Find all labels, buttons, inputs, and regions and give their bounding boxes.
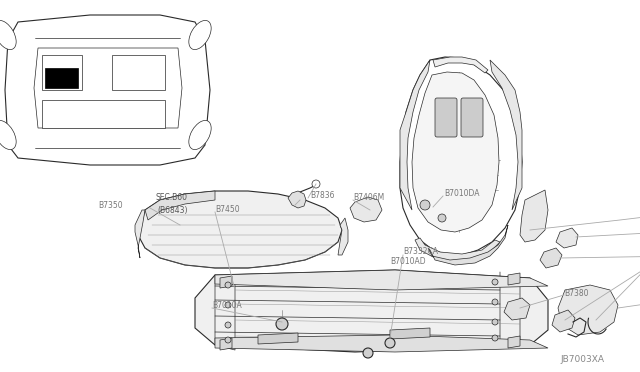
FancyBboxPatch shape [461,98,483,137]
Polygon shape [258,333,298,344]
Circle shape [225,337,231,343]
Polygon shape [220,338,232,350]
Polygon shape [558,285,618,335]
Text: (B6843): (B6843) [157,205,188,215]
Polygon shape [45,68,78,88]
Polygon shape [390,328,430,339]
Polygon shape [552,310,575,332]
Polygon shape [42,55,82,90]
Polygon shape [504,298,530,320]
Polygon shape [34,48,182,128]
Polygon shape [145,191,215,220]
Polygon shape [338,218,348,255]
Polygon shape [540,248,562,268]
Polygon shape [412,72,499,232]
Polygon shape [508,273,520,285]
Polygon shape [288,191,306,208]
Circle shape [225,282,231,288]
Polygon shape [433,57,488,73]
Ellipse shape [189,20,211,49]
Polygon shape [112,55,165,90]
Circle shape [225,302,231,308]
Polygon shape [400,60,430,210]
Polygon shape [215,335,548,352]
Circle shape [492,299,498,305]
Polygon shape [520,190,548,242]
Polygon shape [428,225,508,265]
Ellipse shape [189,121,211,150]
Text: B7332CA: B7332CA [403,247,438,257]
Circle shape [438,214,446,222]
Text: B7010DA: B7010DA [444,189,479,198]
Text: SEC.B60: SEC.B60 [155,193,187,202]
Polygon shape [138,191,342,268]
Circle shape [492,319,498,325]
Polygon shape [556,228,578,248]
Circle shape [312,180,320,188]
Polygon shape [400,57,522,255]
Polygon shape [215,270,548,290]
Circle shape [276,318,288,330]
Text: B7836: B7836 [310,192,335,201]
Polygon shape [135,210,145,258]
Circle shape [363,348,373,358]
Circle shape [492,335,498,341]
Polygon shape [490,60,522,210]
Polygon shape [195,270,548,352]
Circle shape [492,279,498,285]
Polygon shape [350,197,382,222]
FancyBboxPatch shape [435,98,457,137]
Text: B7380: B7380 [564,289,589,298]
Circle shape [385,338,395,348]
Text: B7406M: B7406M [353,193,384,202]
Text: B7350: B7350 [98,201,123,209]
Ellipse shape [0,121,16,150]
Ellipse shape [0,20,16,49]
Polygon shape [42,100,165,128]
Polygon shape [5,15,210,165]
Text: JB7003XA: JB7003XA [560,356,604,365]
Polygon shape [415,238,500,262]
Text: B7010A: B7010A [212,301,242,310]
Circle shape [225,322,231,328]
Circle shape [420,200,430,210]
Polygon shape [220,276,232,288]
Polygon shape [508,336,520,348]
Text: B7450: B7450 [215,205,239,215]
Text: B7010AD: B7010AD [390,257,426,266]
